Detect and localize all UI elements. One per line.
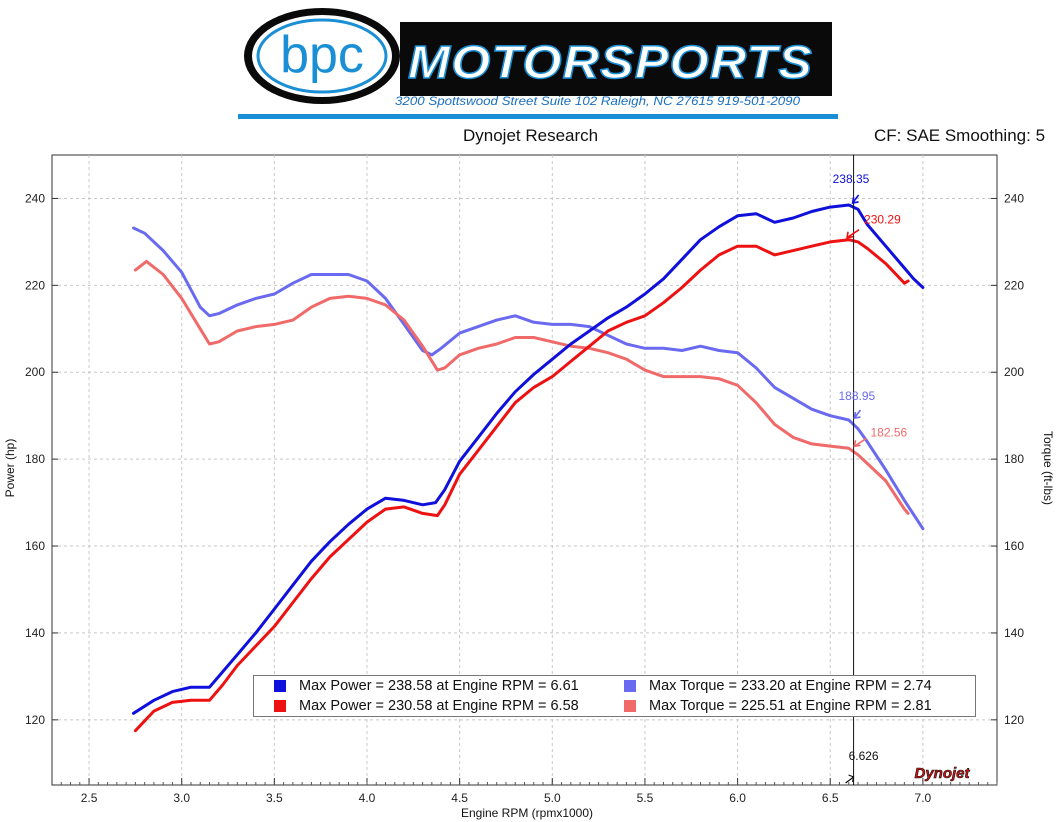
series-line-0 <box>132 203 925 715</box>
series-line-3 <box>133 259 910 515</box>
legend-label: Max Power = 238.58 at Engine RPM = 6.61 <box>299 678 579 694</box>
legend-swatch <box>274 700 286 712</box>
y-tick-label-right: 220 <box>1004 278 1024 292</box>
legend: Max Power = 238.58 at Engine RPM = 6.61 … <box>253 675 976 717</box>
logo-text: bpc <box>280 26 364 84</box>
legend-swatch <box>274 680 286 692</box>
series-line-2 <box>132 226 925 531</box>
y-tick-label-left: 160 <box>25 539 45 553</box>
x-tick-label: 6.5 <box>822 791 839 805</box>
peak-annotation-label: 230.29 <box>864 213 901 227</box>
cursor-arrow <box>845 774 855 784</box>
legend-label: Max Torque = 233.20 at Engine RPM = 2.74 <box>649 678 932 694</box>
peak-annotation-label: 182.56 <box>870 425 907 439</box>
y-tick-label-right: 180 <box>1004 452 1024 466</box>
peak-annotation-label: 238.35 <box>833 172 870 186</box>
x-tick-label: 2.5 <box>81 791 98 805</box>
x-tick-label: 5.0 <box>544 791 561 805</box>
y-tick-label-left: 140 <box>25 626 45 640</box>
y-tick-label-left: 220 <box>25 278 45 292</box>
x-tick-label: 5.5 <box>637 791 654 805</box>
axis-ticks: 2.5 3.0 3.5 4.0 4.5 5.0 5.5 6.0 6.5 7.0 120 120 140 1… <box>25 191 1024 805</box>
chart-subtitle: CF: SAE Smoothing: 5 <box>874 126 1046 145</box>
brand-text: MOTORSPORTS <box>408 36 813 88</box>
y-tick-label-right: 160 <box>1004 539 1024 553</box>
y-tick-label-right: 200 <box>1004 365 1024 379</box>
y-tick-label-right: 240 <box>1004 191 1024 205</box>
legend-swatch <box>624 700 636 712</box>
x-tick-label: 4.0 <box>359 791 376 805</box>
y-tick-label-left: 200 <box>25 365 45 379</box>
chart-title: Dynojet Research <box>463 126 599 145</box>
x-tick-label: 7.0 <box>915 791 932 805</box>
peak-annotation-arrow <box>851 194 860 204</box>
legend-swatch <box>624 680 636 692</box>
series-line-1 <box>133 238 910 733</box>
peak-annotation-arrow <box>846 229 860 239</box>
peak-annotations: 238.35 230.29 188.95 182.56 <box>833 172 907 784</box>
y-tick-label-right: 120 <box>1004 713 1024 727</box>
dynojet-watermark: Dynojet <box>914 765 970 782</box>
peak-annotation-arrow <box>853 437 867 448</box>
x-axis-label: Engine RPM (rpmx1000) <box>461 806 593 820</box>
y-tick-label-left: 180 <box>25 452 45 466</box>
rpm-cursor-label: 6.626 <box>849 749 879 763</box>
y-axis-left-label: Power (hp) <box>3 439 17 498</box>
legend-label: Max Power = 230.58 at Engine RPM = 6.58 <box>299 698 579 714</box>
legend-label: Max Torque = 225.51 at Engine RPM = 2.81 <box>649 698 932 714</box>
x-tick-label: 4.5 <box>451 791 468 805</box>
y-axis-right-label: Torque (ft-lbs) <box>1041 431 1055 505</box>
y-tick-label-right: 140 <box>1004 626 1024 640</box>
y-tick-label-left: 240 <box>25 191 45 205</box>
x-tick-label: 3.0 <box>173 791 190 805</box>
y-tick-label-left: 120 <box>25 713 45 727</box>
peak-annotation-label: 188.95 <box>838 389 875 403</box>
address-text: 3200 Spottswood Street Suite 102 Raleigh… <box>395 94 800 108</box>
x-tick-label: 3.5 <box>266 791 283 805</box>
series-group <box>132 203 925 733</box>
peak-annotation-arrow <box>853 409 862 420</box>
x-tick-label: 6.0 <box>729 791 746 805</box>
bpc-logo: bpc MOTORSPORTS 3200 Spottswood Street S… <box>238 8 838 119</box>
header-banner: bpc MOTORSPORTS 3200 Spottswood Street S… <box>0 0 1060 122</box>
